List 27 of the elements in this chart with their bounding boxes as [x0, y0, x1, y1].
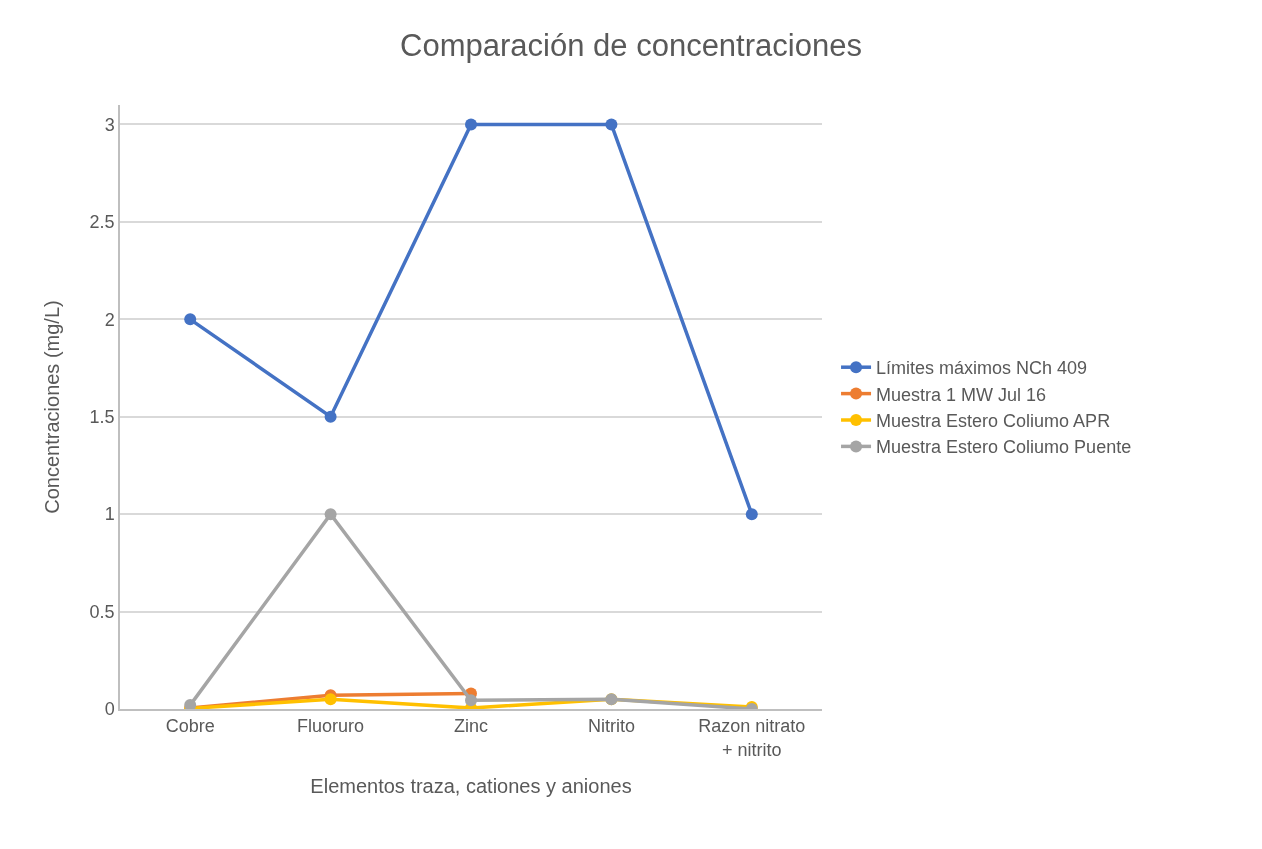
- legend-label: Muestra Estero Coliumo APR: [876, 411, 1111, 432]
- point: [324, 410, 337, 423]
- point: [745, 508, 758, 521]
- y-axis-title: Concentraciones (mg/L): [40, 300, 63, 514]
- y-tick-label: 0: [104, 699, 115, 720]
- x-tick-label: Zinc: [453, 716, 489, 737]
- point: [184, 313, 197, 326]
- chart-title: Comparación de concentraciones: [400, 27, 862, 63]
- y-tick-label: 3: [104, 114, 115, 135]
- point: [324, 693, 337, 706]
- x-tick-label: Cobre: [165, 716, 215, 737]
- x-axis-title: Elementos traza, cationes y aniones: [310, 774, 632, 797]
- y-tick-label: 1.5: [89, 407, 115, 428]
- x-tick-label: Razon nitrato + nitrito: [698, 716, 806, 760]
- x-tick-label: Nitrito: [587, 716, 635, 737]
- legend-label: Muestra 1 MW Jul 16: [876, 384, 1047, 405]
- point: [465, 694, 477, 707]
- point: [465, 118, 477, 131]
- y-tick-label: 0.5: [89, 601, 115, 622]
- point: [324, 508, 337, 521]
- point: [605, 118, 618, 131]
- legend-label: Muestra Estero Coliumo Puente: [876, 437, 1132, 458]
- y-tick-label: 2.5: [89, 212, 115, 233]
- x-tick-label: Fluoruro: [297, 716, 365, 737]
- y-tick-label: 2: [104, 309, 115, 330]
- y-tick-label: 1: [104, 504, 115, 525]
- legend-label: Límites máximos NCh 409: [876, 358, 1088, 379]
